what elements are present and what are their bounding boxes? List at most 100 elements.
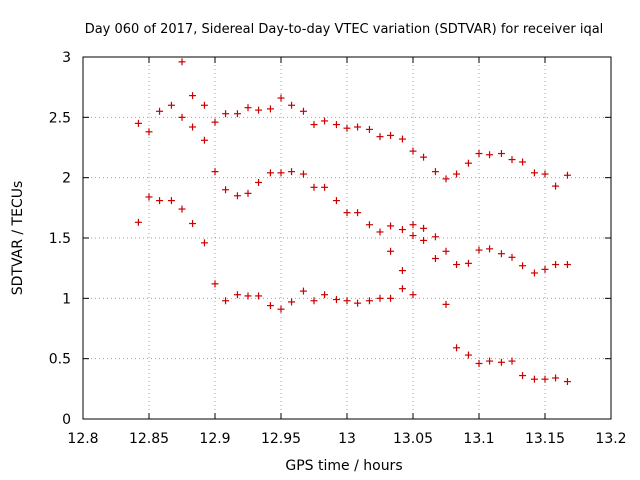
- data-point-lower: [398, 285, 406, 293]
- x-tick-label: 13.2: [595, 431, 626, 447]
- data-point-middle: [453, 261, 461, 269]
- data-point-middle: [310, 183, 318, 191]
- data-point-middle: [134, 218, 142, 226]
- data-point-lower: [453, 344, 461, 352]
- data-point-lower: [497, 358, 505, 366]
- data-point-middle: [200, 239, 208, 247]
- data-point-lower: [277, 305, 285, 313]
- data-point-middle: [189, 220, 197, 228]
- data-point-upper: [442, 175, 450, 183]
- x-tick-label: 13.1: [463, 431, 494, 447]
- x-tick-label: 13: [338, 431, 356, 447]
- data-point-middle: [464, 259, 472, 267]
- data-point-lower: [409, 291, 417, 299]
- data-point-middle: [519, 262, 527, 270]
- data-point-middle: [255, 178, 263, 186]
- data-point-upper: [552, 182, 560, 190]
- data-point-lower: [387, 294, 395, 302]
- data-point-lower: [354, 299, 362, 307]
- x-tick-label: 12.9: [199, 431, 230, 447]
- data-point-middle: [365, 221, 373, 229]
- y-tick-label: 1.5: [49, 231, 71, 247]
- data-point-lower: [530, 375, 538, 383]
- data-point-upper: [145, 128, 153, 136]
- data-point-upper: [178, 113, 186, 121]
- data-point-lower: [288, 298, 296, 306]
- data-point-middle: [420, 236, 428, 244]
- data-point-middle: [387, 247, 395, 255]
- data-point-middle: [178, 205, 186, 213]
- data-point-upper: [321, 117, 329, 125]
- data-point-middle: [288, 168, 296, 176]
- y-tick-label: 1: [62, 291, 71, 307]
- data-point-middle: [233, 192, 241, 200]
- data-point-middle: [244, 189, 252, 197]
- data-point-middle: [167, 197, 175, 205]
- data-point-middle: [508, 253, 516, 261]
- data-point-upper: [288, 101, 296, 109]
- data-point-middle: [420, 224, 428, 232]
- data-point-upper: [376, 133, 384, 141]
- data-point-middle: [409, 221, 417, 229]
- x-tick-label: 12.95: [261, 431, 301, 447]
- data-point-middle: [376, 228, 384, 236]
- data-point-middle: [431, 233, 439, 241]
- data-point-upper: [563, 171, 571, 179]
- data-point-upper: [354, 123, 362, 131]
- data-point-upper: [244, 104, 252, 112]
- data-point-lower: [222, 297, 230, 305]
- data-point-upper: [211, 118, 219, 126]
- x-tick-label: 12.85: [129, 431, 169, 447]
- data-point-upper: [134, 119, 142, 127]
- y-tick-label: 3: [62, 50, 71, 66]
- data-point-upper: [255, 106, 263, 114]
- data-point-middle: [321, 183, 329, 191]
- data-point-lower: [464, 351, 472, 359]
- data-point-middle: [541, 265, 549, 273]
- y-tick-label: 0.5: [49, 352, 71, 368]
- data-point-upper: [519, 158, 527, 166]
- data-point-lower: [321, 291, 329, 299]
- data-point-lower: [541, 375, 549, 383]
- data-point-upper: [387, 131, 395, 139]
- data-point-upper: [310, 121, 318, 129]
- data-point-middle: [277, 169, 285, 177]
- data-point-lower: [332, 296, 340, 304]
- data-point-upper: [167, 101, 175, 109]
- data-point-upper: [464, 159, 472, 167]
- data-point-upper: [343, 124, 351, 132]
- data-point-upper: [453, 170, 461, 178]
- data-point-upper: [365, 125, 373, 133]
- data-point-lower: [376, 294, 384, 302]
- x-axis-label: GPS time / hours: [285, 458, 402, 474]
- data-point-upper: [486, 151, 494, 159]
- data-point-upper: [156, 107, 164, 115]
- data-point-middle: [332, 197, 340, 205]
- y-tick-labels: 0 0.5 1 1.5 2 2.5 3: [49, 50, 71, 428]
- x-tick-label: 13.15: [525, 431, 565, 447]
- data-point-middle: [222, 186, 230, 194]
- data-point-middle: [530, 269, 538, 277]
- data-point-upper: [189, 92, 197, 100]
- data-point-lower: [255, 292, 263, 300]
- data-point-middle: [398, 226, 406, 234]
- data-point-upper: [398, 135, 406, 143]
- data-point-lower: [365, 297, 373, 305]
- data-point-lower: [310, 297, 318, 305]
- data-point-lower: [442, 300, 450, 308]
- data-point-lower: [519, 372, 527, 380]
- data-point-upper: [178, 58, 186, 66]
- x-tick-label: 12.8: [67, 431, 98, 447]
- data-point-upper: [475, 150, 483, 158]
- data-point-upper: [200, 101, 208, 109]
- data-point-upper: [409, 147, 417, 155]
- data-point-middle: [398, 267, 406, 275]
- data-point-upper: [299, 107, 307, 115]
- data-point-upper: [420, 153, 428, 161]
- data-point-lower: [475, 359, 483, 367]
- data-point-middle: [387, 222, 395, 230]
- data-point-upper: [541, 170, 549, 178]
- data-point-lower: [233, 291, 241, 299]
- data-point-middle: [486, 245, 494, 253]
